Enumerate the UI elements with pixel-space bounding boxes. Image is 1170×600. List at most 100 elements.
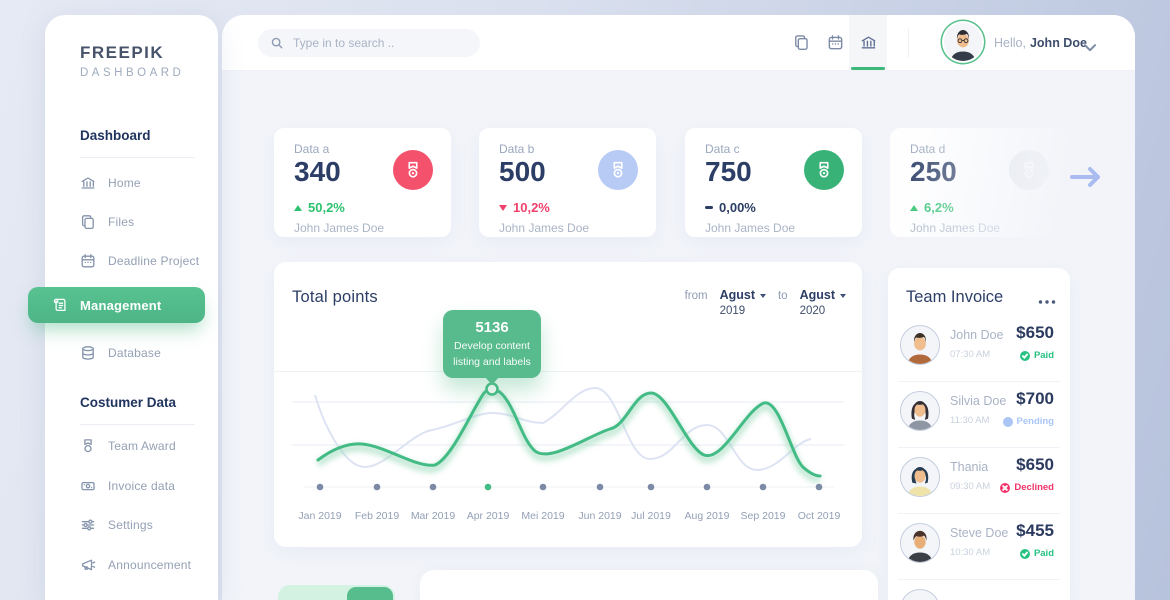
invoice-name: Steve Doe: [950, 526, 1009, 540]
files-icon: [794, 35, 808, 50]
sidebar-item-label: Home: [108, 176, 141, 190]
primary-series-glow: [315, 389, 821, 484]
user-avatar: [944, 23, 982, 61]
highlight-marker[interactable]: [485, 382, 499, 396]
status-badge-declined: Declined: [1000, 482, 1054, 493]
sidebar-section-costumer-data: Costumer Data: [80, 395, 177, 410]
logo-subtitle: DASHBOARD: [80, 67, 185, 79]
sidebar-item-home[interactable]: Home: [80, 169, 208, 197]
invoice-time: 11:30 AM: [950, 415, 990, 426]
x-axis-label: Oct 2019: [798, 510, 841, 522]
line-chart: Jan 2019 Feb 2019 Mar 2019 Apr 2019 Mei …: [292, 382, 844, 522]
invoice-title: Team Invoice: [906, 288, 1004, 306]
medal-icon: [80, 438, 96, 454]
stat-value: 500: [499, 156, 546, 187]
user-menu[interactable]: Hello, John Doe: [932, 15, 1135, 70]
money-icon: [80, 478, 96, 494]
x-icon: [1000, 482, 1011, 493]
invoice-row-john-doe[interactable]: John Doe 07:30 AM $650 Paid: [898, 316, 1060, 382]
carousel-next-button[interactable]: [1068, 163, 1106, 191]
sidebar-item-files[interactable]: Files: [80, 208, 208, 236]
divider: [80, 157, 195, 158]
month-dot: [596, 483, 604, 491]
sidebar-item-label: Files: [108, 215, 135, 229]
bottom-toggle[interactable]: [278, 585, 395, 600]
month-dot: [647, 483, 655, 491]
invoice-amount: $650: [1016, 455, 1054, 474]
invoice-amount: $455: [1016, 521, 1054, 540]
sidebar-item-label: Settings: [108, 518, 153, 532]
sidebar-item-team-award[interactable]: Team Award: [80, 432, 208, 460]
stat-card-data-b[interactable]: Data b 500 10,2% John James Doe: [479, 128, 656, 237]
greeting: Hello, John Doe: [994, 35, 1087, 50]
check-icon: [1019, 350, 1030, 361]
month-dot: [539, 483, 547, 491]
ellipsis-menu-button[interactable]: [1038, 292, 1056, 310]
to-year: 2020: [799, 305, 826, 317]
calendar-icon: [828, 35, 842, 50]
medal-badge-icon: [598, 150, 638, 190]
sidebar-item-announcement[interactable]: Announcement: [80, 551, 208, 579]
sidebar-item-settings[interactable]: Settings: [80, 511, 208, 539]
megaphone-icon: [80, 557, 96, 573]
month-dot: [815, 483, 823, 491]
divider: [80, 424, 195, 425]
dot-icon: [1002, 416, 1013, 427]
invoice-row-silvia-doe[interactable]: Silvia Doe 11:30 AM $700 Pending: [898, 382, 1060, 448]
invoice-row-partial[interactable]: [898, 580, 1060, 600]
primary-series-line: [316, 387, 822, 478]
invoice-amount: $650: [1016, 323, 1054, 342]
chart-title: Total points: [292, 288, 378, 306]
invoice-amount: $700: [1016, 389, 1054, 408]
stat-card-data-c[interactable]: Data c 750 0,00% John James Doe: [685, 128, 862, 237]
x-axis-label: Jan 2019: [298, 510, 341, 522]
tooltip-text: listing and labels: [453, 356, 531, 368]
to-label: to: [777, 290, 788, 302]
stat-owner: John James Doe: [499, 221, 590, 235]
stat-card-data-a[interactable]: Data a 340 50,2% John James Doe: [274, 128, 451, 237]
minus-icon: [705, 206, 713, 209]
status-badge-pending: Pending: [1002, 416, 1054, 427]
to-month-select[interactable]: Agust 2020: [800, 288, 846, 317]
sidebar-item-database[interactable]: Database: [80, 339, 208, 367]
month-dot: [759, 483, 767, 491]
avatar: [900, 523, 940, 563]
main-panel: Hello,John Doe Data a 340 50,2% John Jam…: [222, 15, 1135, 600]
stat-label: Data d: [910, 142, 946, 156]
medal-badge-icon: [1009, 150, 1049, 190]
stat-label: Data c: [705, 142, 740, 156]
invoice-row-steve-doe[interactable]: Steve Doe 10:30 AM $455 Paid: [898, 514, 1060, 580]
sidebar-item-label: Announcement: [108, 558, 192, 572]
sidebar-item-management[interactable]: Management: [28, 287, 205, 323]
topbar-home-button-active[interactable]: [849, 15, 887, 70]
arrow-up-icon: [910, 204, 918, 211]
sidebar-item-label: Team Award: [108, 439, 176, 453]
database-icon: [80, 345, 96, 361]
invoice-name: Thania: [950, 460, 989, 474]
month-dot: [703, 483, 711, 491]
invoice-time: 10:30 AM: [950, 547, 991, 558]
bank-icon: [861, 36, 875, 49]
topbar-files-button[interactable]: [783, 15, 819, 70]
stat-card-data-d[interactable]: Data d 250 6,2% John James Doe: [890, 128, 1067, 237]
stat-owner: John James Doe: [910, 221, 1001, 235]
files-icon: [80, 214, 96, 230]
sidebar-item-invoice-data[interactable]: Invoice data: [80, 472, 208, 500]
x-axis-label: Apr 2019: [467, 510, 510, 522]
stat-owner: John James Doe: [294, 221, 385, 235]
x-axis-label: Mar 2019: [411, 510, 456, 522]
x-axis-label: Aug 2019: [685, 510, 730, 522]
sidebar-item-deadline-project[interactable]: Deadline Project: [80, 247, 208, 275]
sliders-icon: [80, 517, 96, 533]
topbar-calendar-button[interactable]: [817, 15, 853, 70]
from-month-select[interactable]: Agust 2019: [720, 288, 766, 317]
invoice-row-thania[interactable]: Thania 09:30 AM $650 Declined: [898, 448, 1060, 514]
search-bar: [258, 29, 480, 57]
status-badge-paid: Paid: [1019, 548, 1054, 559]
stat-label: Data a: [294, 142, 330, 156]
tooltip-text: Develop content: [454, 340, 530, 352]
avatar: [900, 457, 940, 497]
search-input[interactable]: [293, 36, 463, 50]
sidebar-item-label: Deadline Project: [108, 254, 200, 268]
divider: [908, 28, 909, 58]
